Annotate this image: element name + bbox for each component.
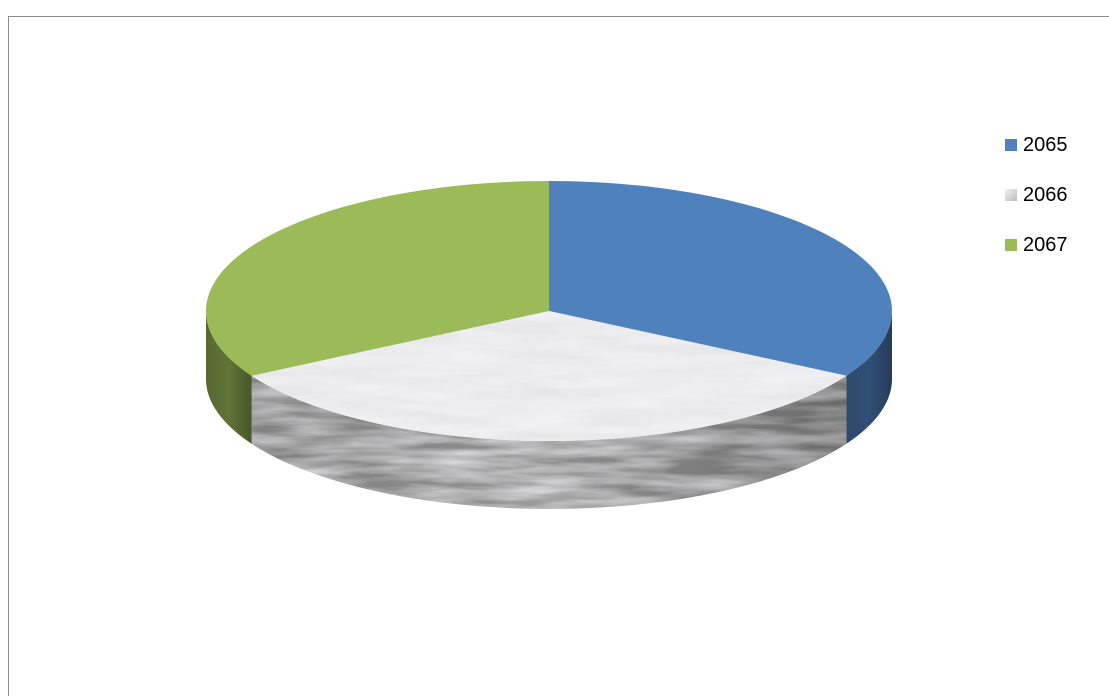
legend-swatch-2065 xyxy=(1005,139,1017,151)
legend: 2065 2066 2067 xyxy=(1005,132,1068,282)
legend-item-2065: 2065 xyxy=(1005,132,1068,158)
pie-side-shade-2066 xyxy=(251,375,847,510)
legend-label-2066: 2066 xyxy=(1023,183,1068,206)
pie-slice-2067 xyxy=(205,181,549,376)
legend-label-2067: 2067 xyxy=(1023,233,1068,256)
chart-frame xyxy=(8,16,1109,696)
legend-swatch-2067 xyxy=(1005,239,1017,251)
pie-side-shade-2067 xyxy=(206,311,252,444)
legend-item-2067: 2067 xyxy=(1005,232,1068,258)
legend-swatch-2066 xyxy=(1005,189,1017,201)
legend-label-2065: 2065 xyxy=(1023,133,1068,156)
pie-sides xyxy=(206,311,892,510)
pie-side-shade-2065 xyxy=(846,311,892,444)
pie-slice-2066 xyxy=(251,311,847,442)
pie-tops xyxy=(205,181,893,442)
pie-chart xyxy=(205,181,893,510)
legend-item-2066: 2066 xyxy=(1005,182,1068,208)
pie-slice-2065 xyxy=(549,181,893,376)
